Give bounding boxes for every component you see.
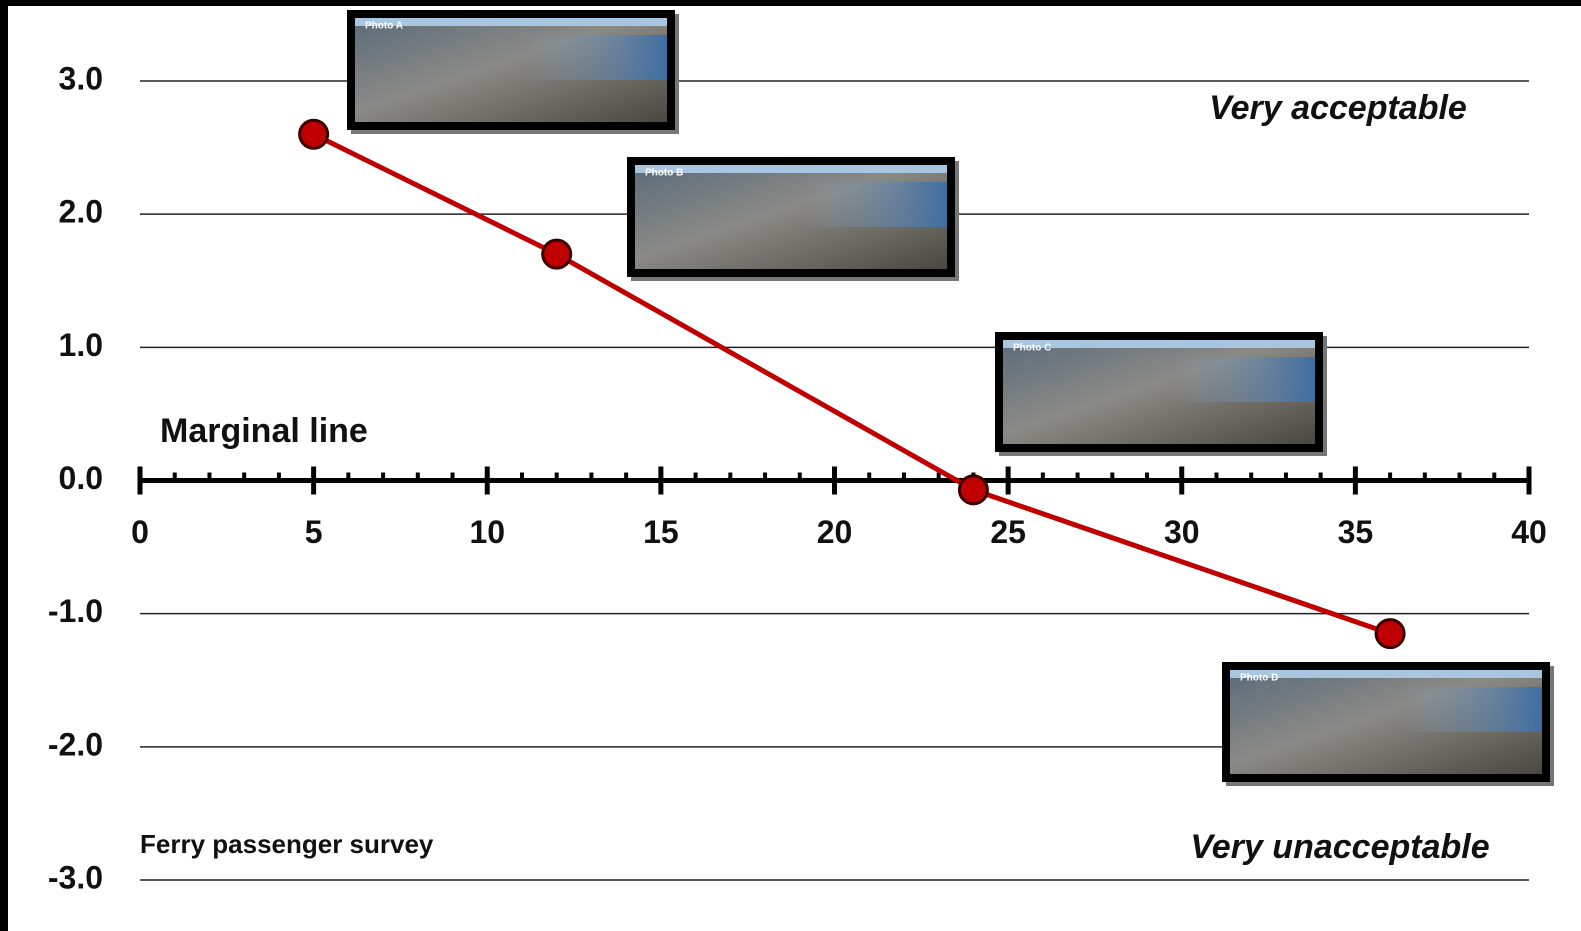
annotation: Very unacceptable [1190, 828, 1489, 866]
photo-water [1402, 687, 1542, 732]
x-tick-label: 40 [1511, 514, 1547, 550]
y-tick-label: -3.0 [48, 859, 103, 895]
y-tick-label: 2.0 [59, 194, 103, 230]
x-tick-label: 10 [469, 514, 505, 550]
photo-water [527, 35, 667, 80]
x-tick-label: 20 [817, 514, 853, 550]
photo-label: Photo C [1013, 343, 1051, 354]
photo-label: Photo A [365, 21, 403, 32]
photo-label: Photo B [645, 168, 683, 179]
x-tick-label: 35 [1338, 514, 1374, 550]
annotation: Very acceptable [1209, 89, 1467, 127]
photo: Photo C [995, 332, 1327, 456]
y-tick-label: 1.0 [59, 327, 103, 363]
photo-sky [1003, 340, 1315, 348]
photo-sky [1230, 670, 1542, 678]
photo-sky [635, 165, 947, 173]
annotation: Marginal line [160, 412, 368, 450]
data-point [298, 118, 330, 150]
photo-label: Photo D [1240, 673, 1278, 684]
y-tick-label: -1.0 [48, 593, 103, 629]
photo: Photo A [347, 10, 679, 134]
data-point [541, 238, 573, 270]
x-tick-label: 15 [643, 514, 679, 550]
y-tick-label: 3.0 [59, 60, 103, 96]
x-tick-label: 30 [1164, 514, 1200, 550]
data-point [1374, 618, 1406, 650]
x-tick-label: 0 [131, 514, 149, 550]
photo-water [807, 182, 947, 227]
x-tick-label: 5 [305, 514, 323, 550]
data-line [312, 132, 1391, 637]
annotation: Ferry passenger survey [140, 829, 434, 859]
photo: Photo B [627, 157, 959, 281]
x-tick-label: 25 [990, 514, 1026, 550]
data-point [957, 474, 989, 506]
photo: Photo D [1222, 662, 1554, 786]
y-tick-label: -2.0 [48, 726, 103, 762]
photo-water [1175, 357, 1315, 402]
y-tick-label: 0.0 [59, 460, 103, 496]
photo-sky [355, 18, 667, 26]
plot-background [8, 6, 1581, 931]
